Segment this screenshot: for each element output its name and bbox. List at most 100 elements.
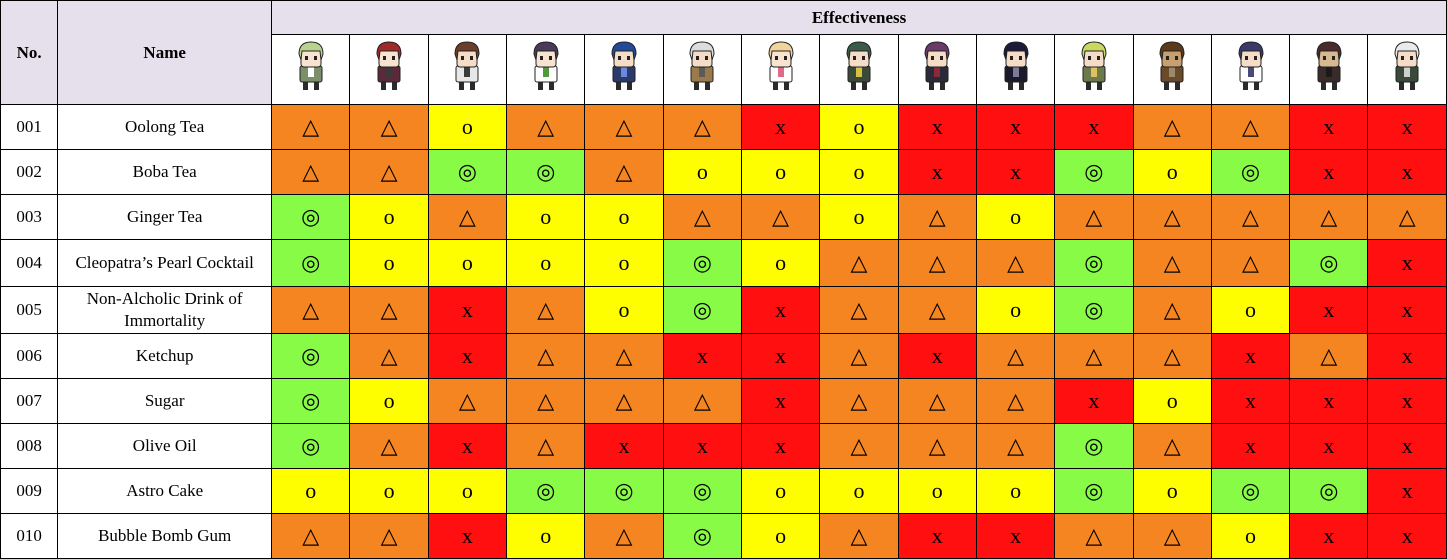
rating-cell: o xyxy=(1210,286,1291,334)
rating-cell: △ xyxy=(897,286,977,334)
rating-cell: x xyxy=(1210,378,1291,424)
rating-cell: x xyxy=(975,104,1056,150)
character-header-14 xyxy=(1289,34,1369,105)
table-row: 005 Non-Alcholic Drink of Immortality △ △ x △… xyxy=(0,286,1447,334)
rating-cell: x xyxy=(740,286,821,334)
rating-cell: x xyxy=(662,423,742,469)
rating-cell: △ xyxy=(584,149,664,195)
item-number: 002 xyxy=(0,149,59,195)
rating-cell: x xyxy=(1367,333,1447,379)
rating-cell: x xyxy=(427,423,508,469)
rating-cell: o xyxy=(349,194,429,240)
rating-cell: △ xyxy=(349,513,429,559)
rating-cell: x xyxy=(1289,378,1369,424)
character-portrait-8 xyxy=(842,41,876,98)
rating-cell: △ xyxy=(1132,513,1212,559)
table-row: 002 Boba Tea △ △ ◎ ◎ △ o o o x x ◎ o ◎ x x xyxy=(0,149,1447,195)
character-header-3 xyxy=(427,34,508,105)
rating-cell: ◎ xyxy=(1054,468,1134,514)
character-header-9 xyxy=(897,34,977,105)
rating-cell: x xyxy=(1054,378,1134,424)
rating-cell: △ xyxy=(975,239,1056,287)
rating-cell: x xyxy=(897,333,977,379)
character-header-15 xyxy=(1367,34,1447,105)
rating-cell: △ xyxy=(662,194,742,240)
rating-cell: △ xyxy=(819,239,899,287)
rating-cell: △ xyxy=(506,286,586,334)
rating-cell: x xyxy=(740,423,821,469)
rating-cell: x xyxy=(1054,104,1134,150)
character-portrait-12 xyxy=(1155,41,1189,98)
rating-cell: △ xyxy=(506,333,586,379)
rating-cell: o xyxy=(740,513,821,559)
rating-cell: o xyxy=(1210,513,1291,559)
item-name: Astro Cake xyxy=(57,468,273,514)
rating-cell: o xyxy=(427,239,508,287)
item-name: Sugar xyxy=(57,378,273,424)
character-header-2 xyxy=(349,34,429,105)
rating-cell: x xyxy=(1367,104,1447,150)
rating-cell: o xyxy=(427,104,508,150)
rating-cell: o xyxy=(975,286,1056,334)
rating-cell: ◎ xyxy=(506,149,586,195)
rating-cell: △ xyxy=(819,378,899,424)
item-number: 010 xyxy=(0,513,59,559)
rating-cell: △ xyxy=(897,239,977,287)
rating-cell: x xyxy=(1367,423,1447,469)
table-row: 008 Olive Oil ◎ △ x △ x x x △ △ △ ◎ △ x x x xyxy=(0,423,1447,469)
table-row: 004 Cleopatra’s Pearl Cocktail ◎ o o o o ◎ o △ △ △ ◎… xyxy=(0,239,1447,287)
rating-cell: o xyxy=(897,468,977,514)
item-name: Boba Tea xyxy=(57,149,273,195)
rating-cell: o xyxy=(1132,378,1212,424)
rating-cell: ◎ xyxy=(662,286,742,334)
rating-cell: △ xyxy=(662,104,742,150)
rating-cell: o xyxy=(584,194,664,240)
rating-cell: o xyxy=(975,194,1056,240)
rating-cell: ◎ xyxy=(584,468,664,514)
rating-cell: o xyxy=(819,104,899,150)
rating-cell: ◎ xyxy=(1210,468,1291,514)
rating-cell: △ xyxy=(819,513,899,559)
table-row: 007 Sugar ◎ o △ △ △ △ x △ △ △ x o x x x xyxy=(0,378,1447,424)
rating-cell: △ xyxy=(897,423,977,469)
rating-cell: ◎ xyxy=(427,149,508,195)
rating-cell: o xyxy=(740,149,821,195)
item-number: 006 xyxy=(0,333,59,379)
rating-cell: x xyxy=(584,423,664,469)
rating-cell: △ xyxy=(1367,194,1447,240)
rating-cell: o xyxy=(975,468,1056,514)
character-portrait-9 xyxy=(920,41,954,98)
table-row: 010 Bubble Bomb Gum △ △ x o △ ◎ o △ x x △ △ o x x xyxy=(0,513,1447,559)
rating-cell: △ xyxy=(897,378,977,424)
rating-cell: △ xyxy=(819,333,899,379)
rating-cell: x xyxy=(427,333,508,379)
rating-cell: △ xyxy=(819,423,899,469)
column-header-effectiveness: Effectiveness xyxy=(271,0,1447,35)
rating-cell: x xyxy=(427,286,508,334)
rating-cell: o xyxy=(506,513,586,559)
character-portrait-6 xyxy=(685,41,719,98)
character-header-1 xyxy=(271,34,351,105)
character-portrait-1 xyxy=(294,41,328,98)
rating-cell: △ xyxy=(584,378,664,424)
rating-cell: o xyxy=(1132,149,1212,195)
rating-cell: △ xyxy=(271,104,351,150)
rating-cell: △ xyxy=(349,423,429,469)
rating-cell: ◎ xyxy=(1054,286,1134,334)
character-portrait-2 xyxy=(372,41,406,98)
rating-cell: o xyxy=(584,286,664,334)
rating-cell: △ xyxy=(349,149,429,195)
rating-cell: ◎ xyxy=(271,423,351,469)
rating-cell: △ xyxy=(506,423,586,469)
rating-cell: △ xyxy=(349,104,429,150)
rating-cell: △ xyxy=(1289,194,1369,240)
column-header-name: Name xyxy=(57,0,273,105)
item-name: Ginger Tea xyxy=(57,194,273,240)
rating-cell: ◎ xyxy=(271,333,351,379)
rating-cell: o xyxy=(584,239,664,287)
rating-cell: △ xyxy=(349,333,429,379)
rating-cell: △ xyxy=(1210,194,1291,240)
character-portrait-5 xyxy=(607,41,641,98)
item-name: Ketchup xyxy=(57,333,273,379)
item-number: 007 xyxy=(0,378,59,424)
